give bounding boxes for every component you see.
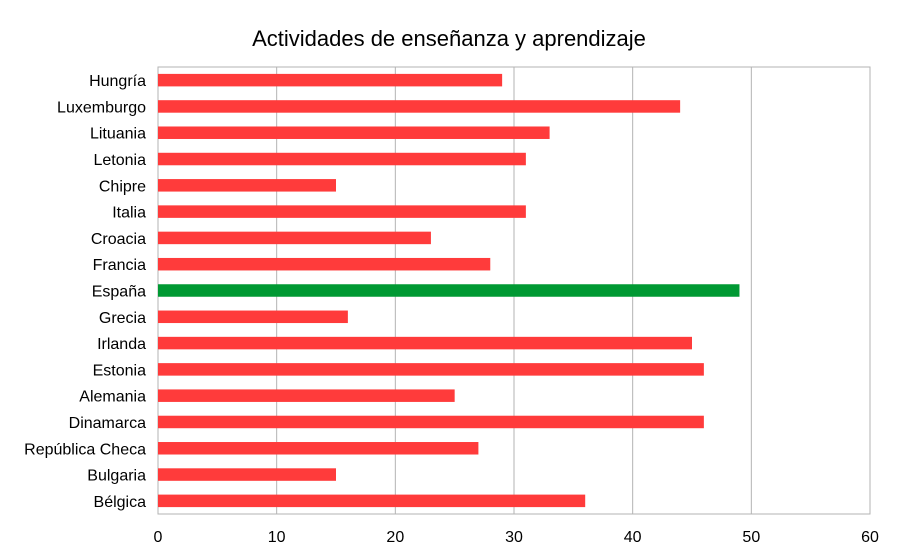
category-label-5: Italia xyxy=(112,205,146,222)
category-label-1: Luxemburgo xyxy=(57,99,146,116)
category-label-11: Estonia xyxy=(93,362,146,379)
x-tick-label-30: 30 xyxy=(505,529,523,546)
x-tick-label-60: 60 xyxy=(861,529,879,546)
category-label-13: Dinamarca xyxy=(69,415,146,432)
category-label-3: Letonia xyxy=(94,152,147,169)
category-label-8: España xyxy=(92,284,146,301)
category-label-9: Grecia xyxy=(99,310,146,327)
x-tick-label-40: 40 xyxy=(624,529,642,546)
bar-0 xyxy=(158,73,503,87)
bar-10 xyxy=(158,336,692,350)
category-label-12: Alemania xyxy=(79,389,146,406)
bar-11 xyxy=(158,363,704,376)
category-label-14: República Checa xyxy=(24,441,146,458)
x-tick-label-50: 50 xyxy=(742,529,760,546)
bar-6 xyxy=(158,231,431,245)
category-labels: Hungría Luxemburgo Lituania Letonia Chipre It… xyxy=(24,73,146,511)
category-label-7: Francia xyxy=(93,257,146,274)
category-label-16: Bélgica xyxy=(94,494,147,511)
grid-lines xyxy=(157,66,871,515)
bar-15 xyxy=(158,468,336,481)
category-label-2: Lituania xyxy=(90,126,146,143)
bar-12 xyxy=(158,389,455,402)
bars xyxy=(158,73,740,508)
x-tick-label-20: 20 xyxy=(386,529,404,546)
bar-8 xyxy=(158,284,740,297)
bar-9 xyxy=(158,310,348,324)
x-tick-label-10: 10 xyxy=(268,529,286,546)
x-tick-labels: 0 10 20 30 40 50 60 xyxy=(154,529,879,546)
category-label-0: Hungría xyxy=(89,73,146,90)
bar-16 xyxy=(158,494,586,508)
chart-title: Actividades de enseñanza y aprendizaje xyxy=(252,26,646,51)
category-label-4: Chipre xyxy=(99,178,146,195)
bar-2 xyxy=(158,126,550,139)
category-label-15: Bulgaria xyxy=(87,468,146,485)
x-tick-label-0: 0 xyxy=(154,529,163,546)
bar-14 xyxy=(158,442,479,455)
bar-13 xyxy=(158,415,704,429)
bar-3 xyxy=(158,152,526,166)
bar-5 xyxy=(158,205,526,218)
bar-7 xyxy=(158,257,491,271)
category-label-6: Croacia xyxy=(91,231,146,248)
bar-1 xyxy=(158,100,681,113)
bar-4 xyxy=(158,179,336,192)
category-label-10: Irlanda xyxy=(97,336,146,353)
